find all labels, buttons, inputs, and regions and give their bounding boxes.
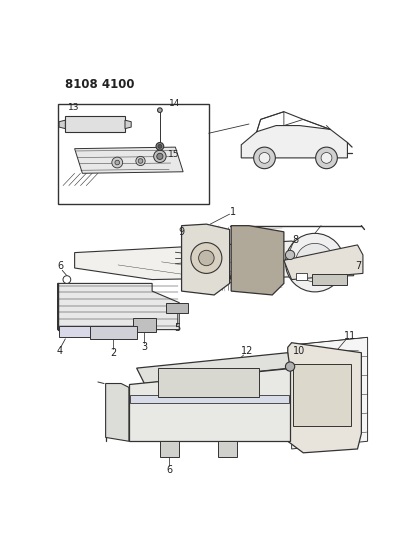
- Circle shape: [115, 160, 120, 165]
- Text: 14: 14: [169, 99, 180, 108]
- Polygon shape: [59, 326, 102, 337]
- Text: 8108 4100: 8108 4100: [65, 78, 135, 91]
- Bar: [296, 273, 307, 280]
- Polygon shape: [106, 384, 129, 441]
- Bar: [58, 104, 209, 204]
- Text: 3: 3: [141, 342, 148, 352]
- Polygon shape: [125, 120, 131, 128]
- Circle shape: [158, 144, 162, 148]
- Polygon shape: [231, 225, 284, 295]
- Text: 6: 6: [58, 262, 64, 271]
- Circle shape: [138, 159, 143, 163]
- Circle shape: [254, 147, 275, 168]
- Circle shape: [191, 243, 222, 273]
- Circle shape: [285, 362, 295, 371]
- Text: 11: 11: [344, 331, 356, 341]
- Circle shape: [112, 157, 122, 168]
- Bar: [166, 303, 188, 313]
- Circle shape: [157, 108, 162, 112]
- Text: 10: 10: [293, 346, 305, 356]
- Text: 2: 2: [110, 348, 116, 358]
- Polygon shape: [65, 116, 125, 132]
- Text: 9: 9: [228, 276, 234, 285]
- Polygon shape: [241, 126, 347, 158]
- Text: 6: 6: [166, 465, 172, 475]
- Circle shape: [321, 152, 332, 163]
- Polygon shape: [136, 353, 290, 384]
- Polygon shape: [75, 147, 183, 173]
- Circle shape: [136, 156, 145, 166]
- Polygon shape: [218, 441, 238, 457]
- Circle shape: [316, 147, 337, 168]
- Circle shape: [156, 142, 164, 150]
- Text: 8: 8: [293, 235, 298, 245]
- Bar: [133, 318, 156, 332]
- Text: 9: 9: [178, 227, 185, 237]
- Circle shape: [259, 152, 270, 163]
- Polygon shape: [160, 441, 179, 457]
- Circle shape: [63, 276, 71, 284]
- Circle shape: [285, 233, 344, 292]
- Polygon shape: [75, 241, 353, 280]
- Circle shape: [199, 251, 214, 265]
- Bar: [158, 368, 259, 398]
- Text: 15: 15: [168, 150, 179, 159]
- Text: 12: 12: [240, 346, 253, 356]
- Circle shape: [285, 251, 295, 260]
- Text: 13: 13: [68, 103, 80, 112]
- Polygon shape: [292, 337, 367, 449]
- Text: 5: 5: [174, 323, 180, 333]
- Text: 7: 7: [355, 261, 361, 271]
- Bar: [312, 274, 346, 285]
- Circle shape: [157, 154, 163, 159]
- Polygon shape: [129, 368, 290, 441]
- Text: 4: 4: [56, 346, 62, 356]
- Polygon shape: [59, 120, 65, 128]
- Polygon shape: [288, 343, 361, 453]
- Polygon shape: [182, 224, 230, 295]
- Text: 1: 1: [230, 207, 236, 217]
- Circle shape: [296, 244, 334, 282]
- Polygon shape: [284, 245, 363, 280]
- Circle shape: [154, 150, 166, 163]
- Bar: [293, 364, 351, 426]
- Polygon shape: [90, 326, 136, 339]
- Bar: [130, 395, 289, 403]
- Polygon shape: [58, 284, 179, 329]
